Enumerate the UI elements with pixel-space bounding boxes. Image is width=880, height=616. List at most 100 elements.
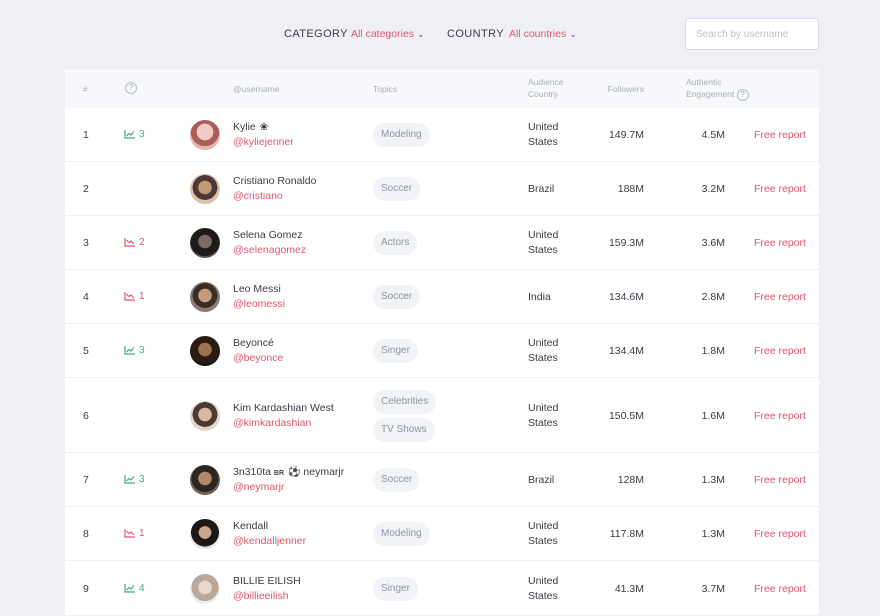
username-link[interactable]: @kimkardashian: [233, 416, 312, 429]
rank: 6: [83, 409, 89, 422]
avatar[interactable]: [190, 120, 220, 150]
free-report-link[interactable]: Free report: [754, 528, 806, 540]
audience-country: United States: [528, 336, 558, 366]
avatar[interactable]: [190, 336, 220, 366]
trend-up-icon: [124, 129, 139, 140]
followers-count: 134.4M: [608, 345, 644, 357]
followers-count: 128M: [617, 474, 644, 486]
free-report-link[interactable]: Free report: [754, 237, 806, 249]
followers-count: 117.8M: [609, 528, 644, 540]
free-report-link[interactable]: Free report: [754, 345, 806, 357]
username-link[interactable]: @kyliejenner: [233, 136, 294, 148]
followers-count: 134.6M: [608, 291, 644, 303]
free-report-link[interactable]: Free report: [754, 129, 806, 141]
audience-country-line: United: [528, 574, 559, 587]
avatar[interactable]: [190, 519, 220, 549]
rank-change: 1: [124, 528, 145, 539]
topic-tag[interactable]: Actors: [373, 231, 418, 255]
audience-country: United States: [528, 519, 558, 549]
display-name-text: Beyoncé: [233, 337, 274, 349]
authentic-engagement: 1.3M: [701, 474, 725, 486]
category-value: All categories: [351, 28, 415, 40]
topic-tag[interactable]: Soccer: [373, 468, 421, 492]
topic-tag[interactable]: Celebrities: [373, 389, 437, 414]
authentic-engagement: 2.8M: [701, 291, 725, 303]
table-row: 4 1 Leo Messi @leomessi Soccer India 134.6M 2.8…: [65, 270, 819, 324]
country-flag-badge: BR: [273, 470, 285, 477]
username-link[interactable]: @leomessi: [233, 298, 286, 310]
avatar[interactable]: [190, 465, 220, 495]
username-link[interactable]: @cristiano: [233, 190, 283, 202]
category-dropdown[interactable]: All categories ⌄: [351, 28, 425, 40]
display-name-text: BILLIE EILISH: [233, 574, 301, 587]
authentic-engagement: 4.5M: [701, 129, 725, 141]
display-name-text: Cristiano Ronaldo: [233, 175, 317, 187]
topic-tag[interactable]: TV Shows: [373, 417, 435, 442]
trend-down-icon: [124, 528, 139, 539]
free-report-link[interactable]: Free report: [754, 291, 806, 303]
topic-tag[interactable]: Singer: [373, 576, 418, 601]
header-audience-country: Audience Country: [528, 76, 563, 100]
trend-down-icon: [124, 237, 139, 248]
audience-country: India: [528, 290, 551, 305]
search-input[interactable]: [685, 18, 819, 50]
free-report-link[interactable]: Free report: [754, 183, 806, 195]
audience-country-line: United: [528, 401, 559, 414]
header-audience-country-line1: Audience: [528, 77, 564, 87]
username-link[interactable]: @billieeilish: [233, 589, 289, 602]
authentic-engagement: 1.6M: [701, 409, 725, 422]
header-audience-country-line2: Country: [528, 89, 558, 99]
audience-country-line: States: [528, 416, 558, 429]
topic-tag[interactable]: Soccer: [373, 285, 421, 309]
username-link[interactable]: @neymarjr: [233, 481, 285, 493]
help-icon[interactable]: ?: [736, 89, 749, 101]
avatar[interactable]: [190, 228, 220, 258]
followers-count: 150.5M: [608, 409, 644, 422]
followers-count: 41.3M: [614, 582, 644, 595]
audience-country-line: Brazil: [528, 183, 555, 195]
username-link[interactable]: @beyonce: [233, 352, 284, 364]
rank-change-value: 1: [139, 291, 145, 302]
free-report-link[interactable]: Free report: [754, 409, 806, 422]
table-row: 8 1 Kendall @kendalljenner Modeling United Sta…: [65, 507, 819, 561]
display-name: Leo Messi: [233, 283, 281, 295]
topic-tag[interactable]: Modeling: [373, 123, 430, 147]
display-name-text: Kylie: [233, 121, 256, 133]
authentic-engagement: 1.3M: [701, 528, 725, 540]
display-name-text: Kim Kardashian West: [233, 401, 334, 414]
rank: 5: [83, 345, 89, 357]
followers-count: 188M: [617, 183, 644, 195]
help-icon[interactable]: ?: [125, 82, 137, 94]
rank: 1: [83, 129, 89, 141]
free-report-link[interactable]: Free report: [754, 474, 806, 486]
audience-country-line: States: [528, 589, 558, 602]
display-name: 3n310ta BR ⚽ neymarjr: [233, 466, 344, 478]
username-link[interactable]: @selenagomez: [233, 244, 307, 256]
header-engagement-line1: Authentic: [686, 77, 722, 87]
rank: 2: [83, 183, 89, 195]
free-report-link[interactable]: Free report: [754, 582, 806, 595]
rank-change-value: 3: [139, 345, 145, 356]
header-engagement-line2: Engagement: [686, 89, 735, 99]
username-link[interactable]: @kendalljenner: [233, 535, 307, 547]
audience-country: Brazil: [528, 182, 554, 197]
avatar[interactable]: [190, 282, 220, 312]
soccer-ball-icon: ⚽: [288, 467, 301, 478]
display-name: Kim Kardashian West: [233, 402, 334, 414]
topic-tag[interactable]: Modeling: [373, 522, 430, 546]
topic-tag[interactable]: Singer: [373, 339, 418, 363]
followers-count: 159.3M: [608, 237, 644, 249]
audience-country-line: States: [528, 244, 558, 256]
filter-bar: CATEGORY All categories ⌄ COUNTRY All cou…: [0, 18, 880, 52]
audience-country-line: United: [528, 520, 559, 532]
audience-country-line: United: [528, 337, 559, 349]
audience-country: Brazil: [528, 473, 554, 488]
country-dropdown[interactable]: All countries ⌄: [509, 28, 577, 40]
authentic-engagement: 3.2M: [701, 183, 725, 195]
rank-change: 2: [124, 237, 145, 248]
country-label: COUNTRY: [447, 28, 504, 40]
topic-tag[interactable]: Soccer: [373, 177, 421, 201]
avatar[interactable]: [190, 573, 220, 604]
avatar[interactable]: [190, 400, 220, 431]
avatar[interactable]: [190, 174, 220, 204]
